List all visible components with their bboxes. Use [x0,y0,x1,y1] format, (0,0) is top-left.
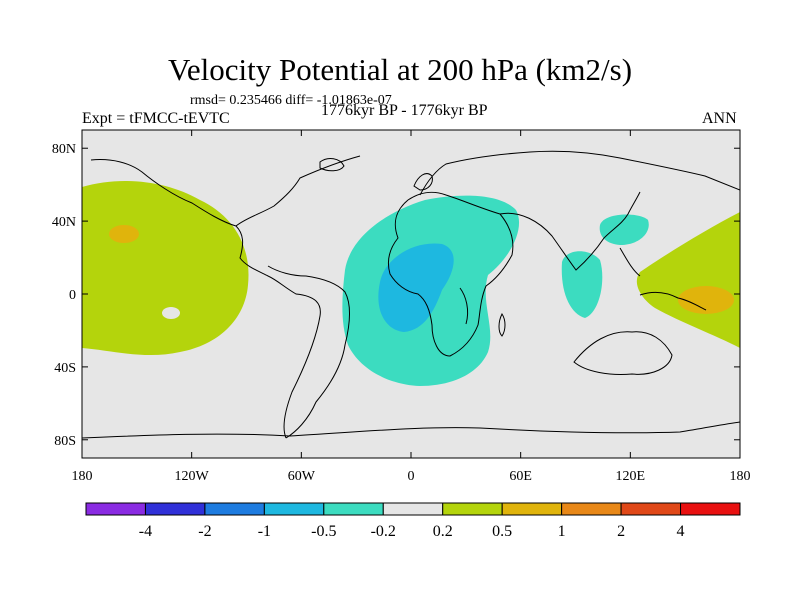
x-tick-label: 120E [616,469,646,484]
colorbar-swatch [501,502,563,516]
colorbar-label: -0.5 [311,523,336,540]
colorbar-swatch [323,502,384,516]
colorbar-label: 0.5 [492,523,512,540]
x-tick-label: 120W [175,469,210,484]
colorbar-label: -0.2 [371,523,396,540]
region-pacific-max [109,225,139,243]
colorbar-label: -2 [198,523,211,540]
colorbar-label: -1 [258,523,271,540]
x-tick-label: 0 [408,469,415,484]
x-tick-label: 180 [730,469,751,484]
coastlines [82,150,740,439]
colorbar-label: -4 [139,523,152,540]
region-east-asia-negative [599,214,649,245]
region-africa-min [378,243,454,332]
x-tick-label: 60E [509,469,532,484]
colorbar: -4 -2 -1 -0.5 -0.2 0.2 0.5 1 2 4 [85,502,741,540]
x-tick-label: 60W [288,469,316,484]
colorbar-swatch [204,502,265,516]
colorbar-swatch [85,502,146,516]
y-tick-label: 40N [52,215,76,230]
y-tick-label: 80N [52,142,76,157]
colorbar-label: 1 [558,523,566,540]
colorbar-label: 4 [677,523,685,540]
colorbar-swatch [680,502,741,516]
region-pacific-hole [162,307,180,319]
colorbar-swatch [382,502,444,516]
colorbar-swatch [620,502,682,516]
x-tick-label: 180 [72,469,93,484]
axis-ticks: 180 120W 60W 0 60E 120E 180 80N 40N 0 40S 80S [52,130,751,484]
y-tick-label: 80S [54,434,76,449]
colorbar-swatch [442,502,503,516]
season-label: ANN [702,110,737,127]
chart-title: Velocity Potential at 200 hPa (km2/s) [167,52,633,87]
colorbar-label: 2 [617,523,625,540]
rmsd-text: rmsd= 0.235466 diff= -1.01863e-07 [190,93,392,108]
region-west-pacific-positive [636,212,740,348]
y-tick-label: 0 [69,288,76,303]
colorbar-label: 0.2 [433,523,453,540]
colorbar-swatch [561,502,622,516]
contour-fields [82,150,740,439]
region-west-pacific-max [678,286,734,314]
colorbar-swatch [144,502,206,516]
period-label: 1776kyr BP - 1776kyr BP [321,102,488,119]
region-indian-negative [561,251,603,318]
colorbar-swatch [263,502,325,516]
y-tick-label: 40S [54,361,76,376]
experiment-label: Expt = tFMCC-tEVTC [82,110,230,127]
region-pacific-positive [82,180,249,356]
